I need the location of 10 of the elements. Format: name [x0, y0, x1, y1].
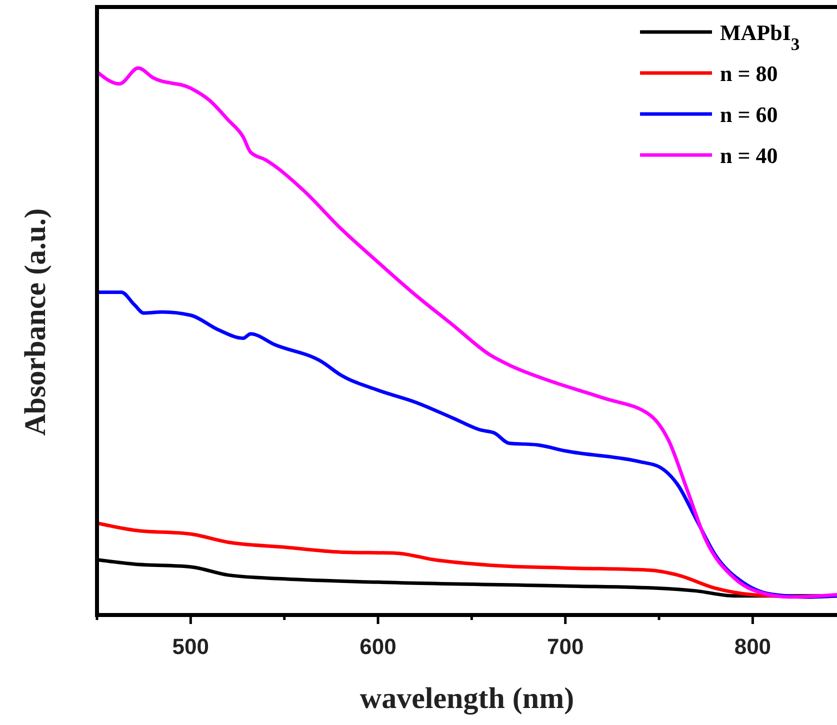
x-tick-label: 600	[360, 634, 396, 659]
x-axis-title: wavelength (nm)	[360, 682, 574, 715]
x-tick-label: 500	[172, 634, 210, 659]
legend-label: MAPbI$_{3}$	[720, 20, 800, 54]
legend-label: n = 60	[720, 102, 778, 127]
x-tick-label: 700	[546, 634, 584, 659]
y-axis-title: Absorbance (a.u.)	[19, 208, 52, 436]
legend-label: n = 80	[720, 61, 778, 86]
x-tick-label: 800	[734, 634, 772, 659]
legend-label: n = 40	[720, 143, 778, 168]
